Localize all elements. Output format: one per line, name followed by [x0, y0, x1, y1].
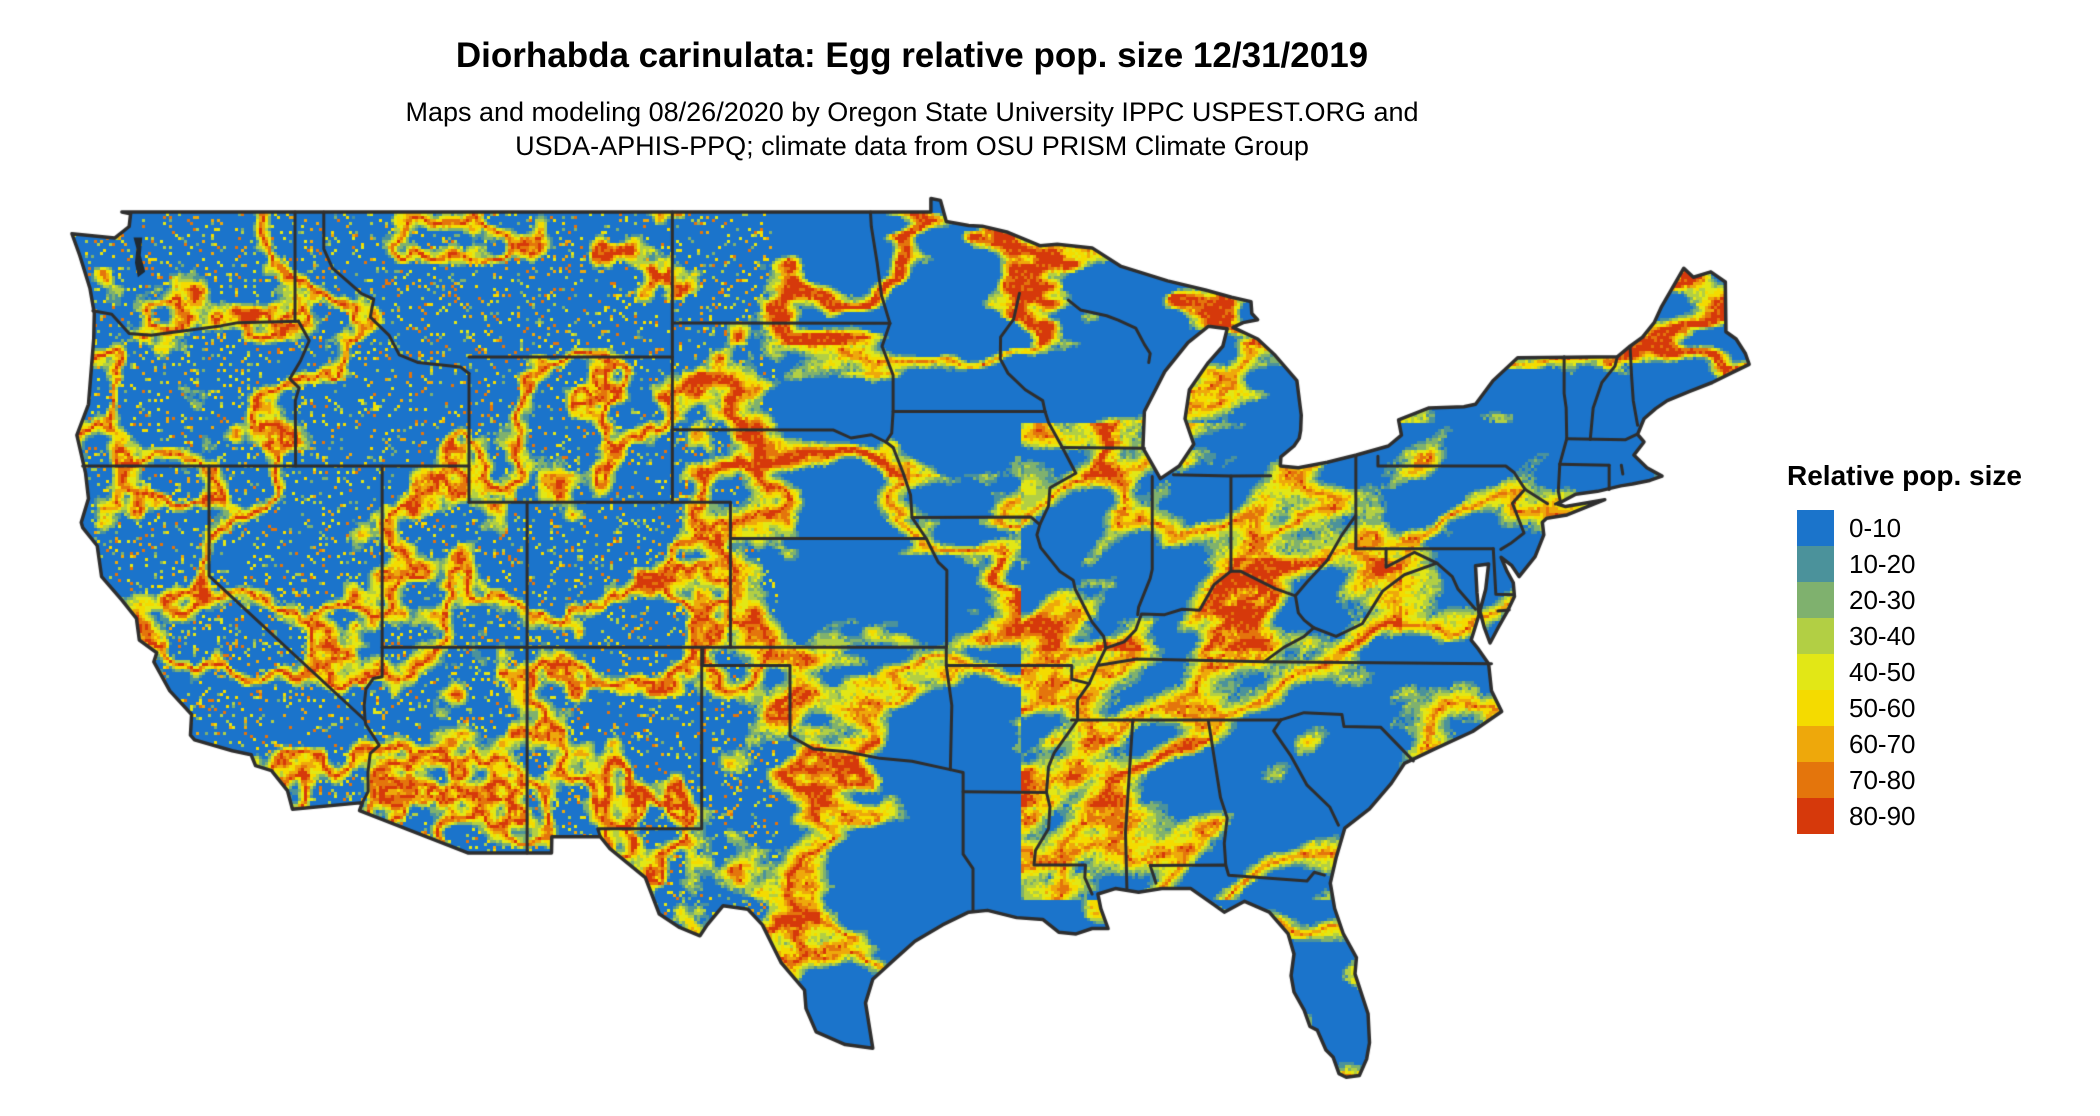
legend-rows: 0-10 10-20 20-30 30-40 40-50 50-60 60-70 70-80 8… — [1797, 510, 1916, 834]
map-subtitle-line2: USDA-APHIS-PPQ; climate data from OSU PR… — [515, 131, 1309, 161]
legend-label: 10-20 — [1849, 548, 1916, 579]
legend-item: 0-10 — [1797, 510, 1916, 546]
map-title: Diorhabda carinulata: Egg relative pop. … — [455, 36, 1369, 75]
legend-swatch-0-10 — [1797, 510, 1834, 546]
legend-item: 10-20 — [1797, 546, 1916, 582]
legend-label: 0-10 — [1849, 512, 1902, 543]
legend-label: 70-80 — [1849, 764, 1916, 795]
legend-item: 70-80 — [1797, 762, 1916, 798]
legend-swatch-30-40 — [1797, 618, 1834, 654]
legend-label: 40-50 — [1849, 656, 1916, 687]
legend-item: 20-30 — [1797, 582, 1916, 618]
legend-label: 60-70 — [1849, 728, 1916, 759]
legend-swatch-50-60 — [1797, 690, 1834, 726]
legend-item: 40-50 — [1797, 654, 1916, 690]
legend-swatch-80-90 — [1797, 798, 1834, 834]
legend-swatch-20-30 — [1797, 582, 1834, 618]
map-subtitle-line1: Maps and modeling 08/26/2020 by Oregon S… — [405, 97, 1419, 127]
legend-label: 80-90 — [1849, 800, 1916, 831]
legend-item: 50-60 — [1797, 690, 1916, 726]
legend-swatch-10-20 — [1797, 546, 1834, 582]
legend-swatch-60-70 — [1797, 726, 1834, 762]
legend-swatch-70-80 — [1797, 762, 1834, 798]
legend-title: Relative pop. size — [1787, 460, 2022, 491]
legend-item: 30-40 — [1797, 618, 1916, 654]
legend: Relative pop. size 0-10 10-20 20-30 30-40 40… — [1787, 460, 2022, 834]
legend-label: 30-40 — [1849, 620, 1916, 651]
legend-swatch-40-50 — [1797, 654, 1834, 690]
legend-label: 20-30 — [1849, 584, 1916, 615]
legend-label: 50-60 — [1849, 692, 1916, 723]
legend-item: 80-90 — [1797, 798, 1916, 834]
legend-item: 60-70 — [1797, 726, 1916, 762]
